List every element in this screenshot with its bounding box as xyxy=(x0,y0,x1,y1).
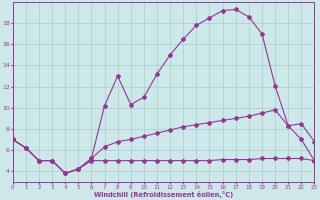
X-axis label: Windchill (Refroidissement éolien,°C): Windchill (Refroidissement éolien,°C) xyxy=(94,191,233,198)
